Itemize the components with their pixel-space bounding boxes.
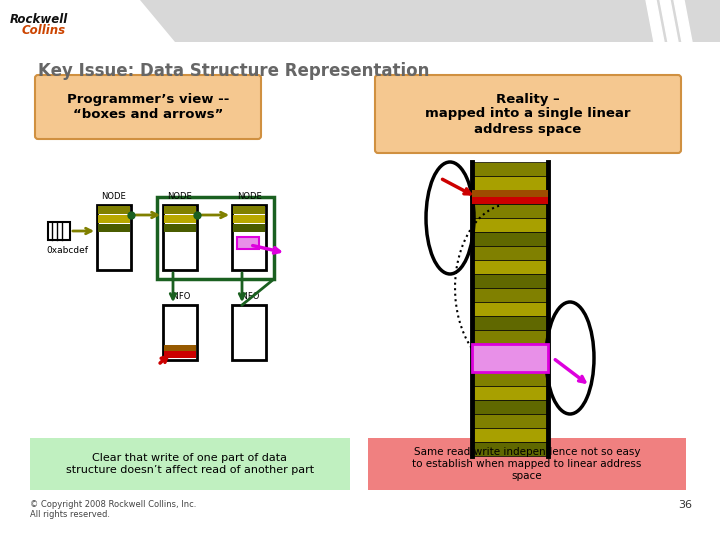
Polygon shape	[674, 0, 692, 42]
Bar	[98, 215, 130, 223]
Bar	[164, 345, 196, 351]
Bar	[472, 316, 548, 330]
Text: 0xabcdef: 0xabcdef	[46, 246, 88, 255]
Bar	[30, 438, 350, 490]
Bar	[232, 205, 266, 270]
Text: © Copyright 2008 Rockwell Collins, Inc.
All rights reserved.: © Copyright 2008 Rockwell Collins, Inc. …	[30, 500, 197, 519]
Bar	[233, 215, 265, 223]
Bar	[472, 330, 548, 344]
Bar	[157, 197, 274, 279]
Polygon shape	[0, 0, 720, 42]
Bar	[233, 206, 265, 214]
Bar	[472, 204, 548, 218]
Polygon shape	[660, 0, 678, 42]
Bar	[97, 205, 131, 270]
Text: Same read/write independence not so easy
to establish when mapped to linear addr: Same read/write independence not so easy…	[413, 448, 642, 481]
Bar	[472, 414, 548, 428]
Bar	[472, 442, 548, 456]
Bar	[164, 345, 196, 358]
Text: INFO: INFO	[170, 292, 190, 301]
Bar	[48, 222, 70, 240]
Bar	[98, 224, 130, 232]
Bar	[472, 372, 548, 386]
Bar	[232, 305, 266, 360]
Bar	[164, 206, 196, 214]
Bar	[233, 224, 265, 232]
Bar	[368, 438, 686, 490]
Text: Reality –
mapped into a single linear
address space: Reality – mapped into a single linear ad…	[426, 92, 631, 136]
FancyBboxPatch shape	[375, 75, 681, 153]
Bar	[472, 190, 548, 204]
Bar	[164, 224, 196, 232]
Text: INFO: INFO	[239, 292, 259, 301]
Bar	[164, 215, 196, 223]
Bar	[472, 344, 548, 372]
Text: 36: 36	[678, 500, 692, 510]
Bar	[472, 218, 548, 232]
Bar	[472, 288, 548, 302]
Text: NODE: NODE	[102, 192, 127, 201]
Bar	[472, 176, 548, 190]
Text: Key Issue: Data Structure Representation: Key Issue: Data Structure Representation	[38, 62, 429, 80]
Bar	[472, 162, 548, 176]
FancyBboxPatch shape	[35, 75, 261, 139]
Text: Rockwell: Rockwell	[10, 13, 68, 26]
Bar	[98, 206, 130, 214]
Bar	[472, 260, 548, 274]
Bar	[472, 232, 548, 246]
Bar	[472, 358, 548, 372]
Text: Clear that write of one part of data
structure doesn’t affect read of another pa: Clear that write of one part of data str…	[66, 453, 314, 475]
Bar	[472, 386, 548, 400]
Bar	[472, 190, 548, 197]
Text: Collins: Collins	[22, 24, 66, 37]
Bar	[163, 305, 197, 360]
Text: NODE: NODE	[168, 192, 192, 201]
Text: Programmer’s view --
“boxes and arrows”: Programmer’s view -- “boxes and arrows”	[67, 93, 229, 121]
Bar	[472, 246, 548, 260]
Bar	[472, 400, 548, 414]
Bar	[472, 344, 548, 358]
Bar	[472, 302, 548, 316]
Bar	[472, 428, 548, 442]
Bar	[472, 274, 548, 288]
Polygon shape	[646, 0, 664, 42]
Bar	[472, 190, 548, 204]
Bar	[163, 205, 197, 270]
Bar	[237, 237, 259, 249]
Text: NODE: NODE	[237, 192, 261, 201]
